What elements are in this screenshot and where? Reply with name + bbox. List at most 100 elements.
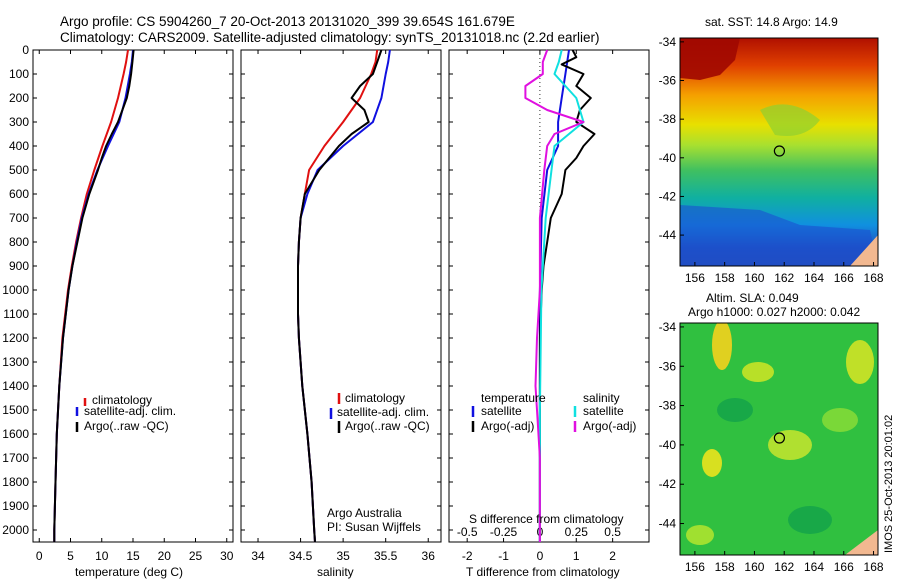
x-tick-label: 35 [336,549,350,563]
sla-blob-yellow-4 [768,430,812,460]
depth-tick-label: 900 [9,259,29,273]
depth-tick-label: 200 [9,91,29,105]
depth-tick-label: 1600 [2,427,29,441]
map-x-tick-label: 164 [804,271,824,285]
sst-axes: 156 158 160 162 164 166 168 -34 -36 -38 -40 -42 -44 [659,35,884,285]
x-tick-label: 20 [158,549,172,563]
land-patch [850,235,878,266]
s-tick-label: -0.25 [490,525,518,539]
sla-blob-light-2 [686,525,714,545]
sla-blob-yellow-1 [712,323,732,370]
map-x-tick-label: 158 [715,560,735,574]
map-x-tick-label: 166 [834,271,854,285]
legend-temperature-header: temperature [481,391,546,405]
depth-tick-label: 0 [22,43,29,57]
depth-tick-label: 2000 [2,523,29,537]
map-y-tick-label: -44 [659,228,677,242]
map-y-tick-label: -42 [659,477,677,491]
legend-t-satellite-label: satellite [481,404,522,418]
sst-eddy [760,104,820,136]
sla-map-frame [679,322,879,556]
sla-blob-yellow-2 [702,449,722,477]
map-y-tick-label: -44 [659,517,677,531]
s-difference-label: S difference from climatology [469,512,624,526]
x-tick-label: 36 [422,549,436,563]
sla-blob-yellow-3 [742,362,774,382]
map-y-tick-label: -40 [659,151,677,165]
s-tick-label: 0.5 [604,525,621,539]
depth-tick-label: 1400 [2,379,29,393]
sst-cold-pool [680,205,878,266]
map-y-tick-label: -34 [659,35,677,49]
map-x-tick-label: 156 [685,271,705,285]
difference-legend: temperature salinity satellite Argo(-adj… [471,391,636,433]
map-x-tick-label: 168 [864,271,884,285]
map-y-tick-label: -42 [659,189,677,203]
sla-blob-dark-1 [717,398,753,422]
s-tick-label: -0.5 [457,525,478,539]
legend-argo-label: Argo(..raw -QC) [345,419,430,433]
series-line [538,49,585,542]
legend-argo-label: Argo(..raw -QC) [84,419,169,433]
sla-blob-yellow-5 [846,340,874,384]
map-y-tick-label: -38 [659,112,677,126]
series-line [53,49,135,542]
sla-map-title-1: Altim. SLA: 0.049 [706,291,799,305]
depth-tick-label: 100 [9,67,29,81]
map-x-tick-label: 162 [774,271,794,285]
series-line [297,49,391,543]
x-tick-label: 1 [573,549,580,563]
difference-panel [448,49,650,543]
map-y-tick-label: -38 [659,399,677,413]
profile-layer: 0 5 10 15 20 25 30 34 34.5 35 35.5 36 -2 -1 0 1 2 -0.5 -0.… [33,49,649,563]
map-y-tick-label: -36 [659,359,677,373]
sst-map-frame [679,37,879,267]
series-line [538,49,570,542]
x-tick-label: 0 [537,549,544,563]
depth-tick-label: 600 [9,187,29,201]
temperature-panel [32,49,234,543]
map-y-tick-label: -36 [659,74,677,88]
map-x-tick-label: 160 [744,271,764,285]
depth-tick-label: 500 [9,163,29,177]
depth-tick-label: 1500 [2,403,29,417]
salinity-panel [240,49,442,543]
map-y-tick-label: -34 [659,320,677,334]
map-x-tick-label: 156 [685,560,705,574]
series-line [297,49,383,543]
sst-map: sat. SST: 14.8 Argo: 14.9 156 158 160 162 16… [659,15,884,285]
x-tick-label: 34 [251,549,265,563]
x-tick-label: 15 [126,549,140,563]
series-line [524,49,585,542]
x-tick-label: -2 [462,549,473,563]
depth-tick-label: 1200 [2,331,29,345]
timestamp: IMOS 25-Oct-2013 20:01:02 [883,415,895,553]
map-x-tick-label: 162 [774,560,794,574]
depth-tick-label: 1000 [2,283,29,297]
sla-blob-light-1 [822,408,858,432]
x-tick-label: 34.5 [289,549,313,563]
sst-map-title: sat. SST: 14.8 Argo: 14.9 [705,15,838,29]
x-tick-label: 25 [189,549,203,563]
legend-climatology-label: climatology [92,393,152,407]
legend-s-argo-label: Argo(-adj) [583,419,636,433]
depth-tick-label: 1300 [2,355,29,369]
legend-climatology-label: climatology [345,391,405,405]
legend-satellite-label: satellite-adj. clim. [337,405,429,419]
temperature-legend: climatology satellite-adj. clim. Argo(..… [75,393,176,433]
salinity-legend: climatology satellite-adj. clim. Argo(..… [329,391,430,433]
x-tick-label: 10 [95,549,109,563]
depth-axis: 0 100 200 300 400 500 600 700 800 900 1000 1100 1200… [2,43,29,537]
x-tick-label: 0 [36,549,43,563]
depth-tick-label: 1100 [3,307,29,321]
depth-tick-label: 300 [9,115,29,129]
map-x-tick-label: 160 [744,560,764,574]
title-line-2: Climatology: CARS2009. Satellite-adjuste… [60,30,600,45]
depth-tick-label: 1700 [2,451,29,465]
title-line-1: Argo profile: CS 5904260_7 20-Oct-2013 2… [60,14,515,29]
sla-blob-dark-2 [788,506,832,534]
x-tick-label: 2 [609,549,616,563]
map-y-tick-label: -40 [659,438,677,452]
depth-tick-label: 800 [9,235,29,249]
